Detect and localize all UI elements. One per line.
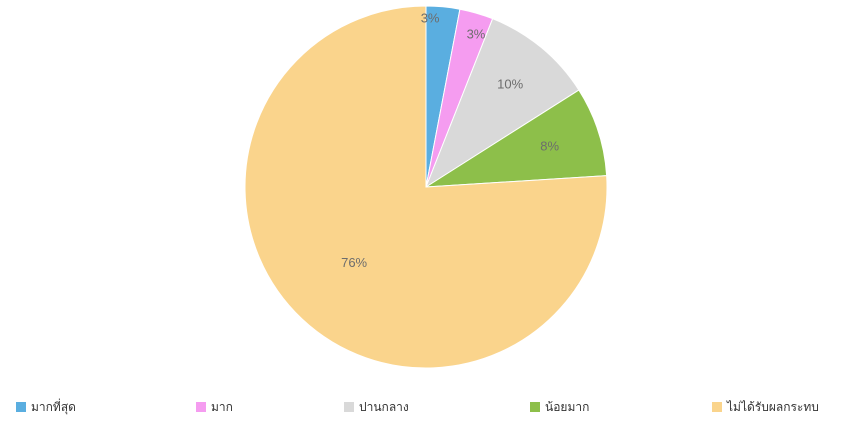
pie-slice (425, 89, 608, 188)
legend: มากที่สุด มาก ปานกลาง น้อยมาก ไม่ได้รับผลกระ… (16, 398, 819, 415)
legend-swatch (16, 402, 26, 412)
legend-swatch (712, 402, 722, 412)
slice-value-label: 76% (341, 255, 367, 270)
slice-value-label: 3% (467, 26, 486, 41)
legend-item: น้อยมาก (530, 400, 589, 414)
pie-slice (424, 18, 580, 189)
legend-swatch (530, 402, 540, 412)
pie-slice-labels: 3% 3% 10% 8% 76% (341, 10, 559, 269)
legend-label: ปานกลาง (359, 400, 409, 414)
legend-item: ปานกลาง (344, 400, 409, 414)
legend-label: มาก (211, 400, 233, 414)
legend-label: น้อยมาก (545, 400, 589, 414)
legend-swatch (196, 402, 206, 412)
legend-swatch (344, 402, 354, 412)
legend-label: มากที่สุด (31, 398, 76, 415)
slice-value-label: 8% (540, 138, 559, 153)
pie-slice (244, 5, 608, 369)
slice-value-label: 3% (421, 10, 440, 25)
legend-item: มากที่สุด (16, 398, 76, 415)
legend-item: มาก (196, 400, 233, 414)
legend-item: ไม่ได้รับผลกระทบ (712, 400, 819, 414)
pie-slices (244, 5, 608, 369)
slice-value-label: 10% (497, 77, 523, 92)
legend-label: ไม่ได้รับผลกระทบ (726, 400, 819, 414)
